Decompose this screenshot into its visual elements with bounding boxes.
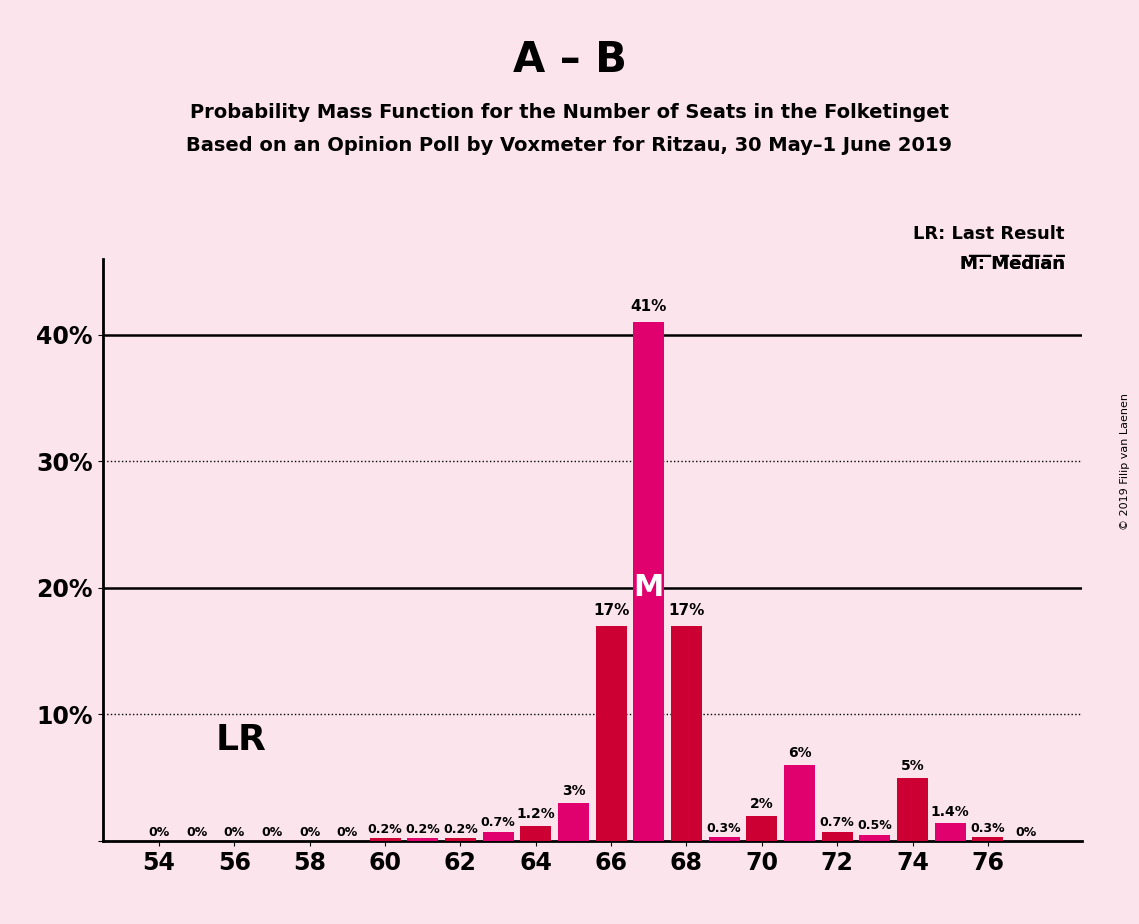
Text: M: Median: M: Median <box>960 255 1065 274</box>
Bar <box>633 322 664 841</box>
Text: 0%: 0% <box>300 826 320 839</box>
Text: 0.5%: 0.5% <box>858 819 892 832</box>
Text: 6%: 6% <box>788 747 811 760</box>
Text: 0%: 0% <box>337 826 358 839</box>
Bar <box>558 803 589 841</box>
Text: 0.2%: 0.2% <box>405 822 440 836</box>
Bar <box>671 626 702 841</box>
Text: 0%: 0% <box>223 826 245 839</box>
Text: 0.3%: 0.3% <box>707 821 741 834</box>
Text: 2%: 2% <box>749 797 773 811</box>
Text: 17%: 17% <box>593 603 630 618</box>
Text: 1.4%: 1.4% <box>931 805 969 819</box>
Bar <box>408 838 439 841</box>
Bar <box>746 816 777 841</box>
Text: M̅:̅ ̅M̅e̅d̅i̅a̅n̅: M̅:̅ ̅M̅e̅d̅i̅a̅n̅ <box>960 255 1065 274</box>
Bar <box>821 832 853 841</box>
Bar <box>860 834 891 841</box>
Text: M: M <box>633 573 664 602</box>
Bar <box>973 837 1003 841</box>
Bar <box>445 838 476 841</box>
Text: 0.7%: 0.7% <box>481 817 516 830</box>
Text: 0%: 0% <box>262 826 282 839</box>
Bar <box>596 626 626 841</box>
Text: Based on an Opinion Poll by Voxmeter for Ritzau, 30 May–1 June 2019: Based on an Opinion Poll by Voxmeter for… <box>187 137 952 155</box>
Text: 0.7%: 0.7% <box>820 817 854 830</box>
Text: 3%: 3% <box>562 784 585 798</box>
Text: LR: Last Result: LR: Last Result <box>913 225 1065 243</box>
Text: 17%: 17% <box>669 603 705 618</box>
Text: 0.2%: 0.2% <box>368 822 402 836</box>
Text: 0%: 0% <box>1015 826 1036 839</box>
Text: 0%: 0% <box>148 826 170 839</box>
Bar <box>935 823 966 841</box>
Bar <box>784 765 814 841</box>
Text: LR: LR <box>215 723 267 757</box>
Text: © 2019 Filip van Laenen: © 2019 Filip van Laenen <box>1121 394 1130 530</box>
Bar <box>521 826 551 841</box>
Text: Probability Mass Function for the Number of Seats in the Folketinget: Probability Mass Function for the Number… <box>190 103 949 122</box>
Bar <box>898 778 928 841</box>
Bar <box>370 838 401 841</box>
Text: 0%: 0% <box>186 826 207 839</box>
Text: 0.2%: 0.2% <box>443 822 477 836</box>
Bar <box>483 832 514 841</box>
Text: 0.3%: 0.3% <box>970 821 1006 834</box>
Text: A – B: A – B <box>513 39 626 81</box>
Text: 41%: 41% <box>631 299 667 314</box>
Text: 5%: 5% <box>901 760 925 773</box>
Text: 1.2%: 1.2% <box>516 808 555 821</box>
Bar <box>708 837 739 841</box>
